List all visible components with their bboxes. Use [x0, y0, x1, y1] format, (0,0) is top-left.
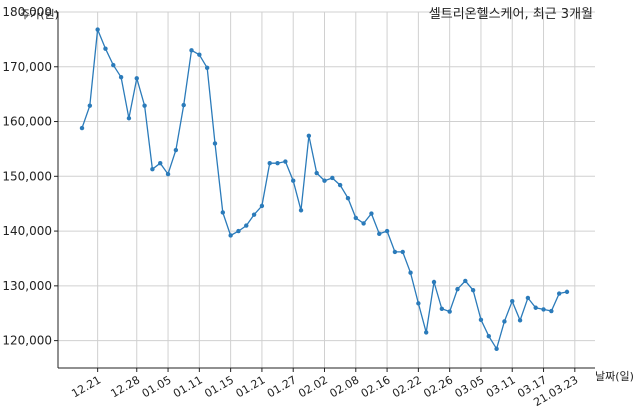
data-point — [212, 141, 218, 146]
data-point — [400, 249, 405, 255]
data-point — [111, 62, 116, 68]
data-point — [142, 103, 147, 108]
data-point — [291, 178, 296, 183]
x-tick-label: 03.05 — [453, 373, 487, 400]
y-tick-label: 170,000 — [2, 60, 52, 74]
data-point — [306, 133, 312, 138]
x-tick-label: 12.21 — [69, 373, 103, 400]
data-point — [204, 65, 210, 71]
data-point — [549, 308, 554, 314]
data-point — [345, 196, 351, 201]
chart-title: 셀트리온헬스케어, 최근 3개월 — [429, 7, 593, 22]
data-point — [259, 203, 265, 209]
data-point — [408, 270, 413, 275]
data-point — [439, 306, 445, 312]
x-tick-label: 01.11 — [171, 373, 205, 400]
data-point — [158, 160, 163, 166]
data-point — [181, 102, 186, 108]
data-point — [189, 48, 194, 53]
x-tick-label: 02.26 — [421, 373, 455, 400]
data-point — [392, 249, 398, 255]
data-point — [173, 147, 179, 153]
data-point — [330, 175, 335, 181]
data-point — [416, 301, 421, 306]
data-point — [118, 74, 124, 80]
data-point — [478, 317, 484, 323]
data-point — [337, 182, 343, 188]
data-point — [470, 288, 476, 293]
y-tick-label: 120,000 — [2, 334, 52, 348]
data-point — [517, 318, 523, 323]
data-point — [431, 279, 437, 285]
data-point — [564, 289, 570, 295]
data-point — [322, 178, 327, 183]
y-tick-label: 130,000 — [2, 279, 52, 293]
data-point — [455, 286, 460, 292]
data-point — [525, 295, 531, 301]
x-tick-label: 02.22 — [390, 373, 424, 400]
data-point — [556, 291, 562, 296]
data-point — [236, 228, 241, 234]
data-point — [361, 221, 366, 226]
data-point — [298, 208, 304, 213]
data-point — [95, 27, 100, 32]
data-point — [87, 103, 93, 108]
data-point — [251, 212, 257, 217]
data-point — [150, 166, 155, 172]
data-point — [228, 233, 233, 238]
data-point — [541, 307, 546, 312]
x-tick-label: 01.27 — [265, 373, 299, 400]
data-point — [369, 211, 374, 216]
data-point — [314, 170, 319, 176]
x-axis-label: 날짜(일) — [595, 369, 634, 383]
data-point — [134, 76, 139, 81]
x-tick-label: 02.08 — [328, 373, 362, 400]
y-tick-label: 140,000 — [2, 224, 52, 238]
data-point — [502, 319, 507, 324]
x-axis: 12.21 12.2801.0501.1101.1501.2101.2702.02… — [58, 367, 595, 409]
data-point — [126, 116, 132, 121]
x-tick-label: 01.15 — [202, 373, 236, 400]
x-tick-label: 01.21 — [234, 373, 268, 400]
x-tick-label: 03.11 — [484, 373, 518, 400]
y-axis: 120,000 130,000 140,000 150,000 160,000 170,0… — [2, 5, 59, 368]
data-point — [283, 159, 288, 164]
data-point — [384, 228, 390, 234]
data-point — [244, 223, 249, 228]
data-point — [79, 125, 85, 131]
data-point — [267, 160, 272, 166]
data-point — [463, 278, 468, 284]
x-tick-label: 02.16 — [359, 373, 393, 400]
data-point — [353, 215, 358, 221]
data-point — [165, 171, 171, 177]
data-point — [533, 305, 538, 310]
y-tick-label: 160,000 — [2, 115, 52, 129]
data-point — [486, 334, 491, 339]
data-point — [494, 346, 499, 352]
x-tick-label: 02.02 — [296, 373, 330, 400]
x-tick-label: 01.05 — [140, 373, 174, 400]
data-point — [197, 52, 202, 57]
y-tick-label: 180,000 — [2, 5, 52, 19]
y-axis-label: 주가(원) — [20, 8, 59, 21]
data-point — [220, 210, 226, 215]
data-point — [447, 309, 452, 314]
series-group — [79, 27, 570, 352]
x-tick-label: 12.28 — [108, 373, 142, 400]
data-point — [423, 330, 429, 335]
y-tick-label: 150,000 — [2, 169, 52, 183]
grid-lines — [58, 11, 595, 368]
data-point — [103, 46, 108, 51]
data-point — [377, 231, 382, 237]
data-point — [510, 298, 515, 304]
data-point — [275, 160, 280, 166]
